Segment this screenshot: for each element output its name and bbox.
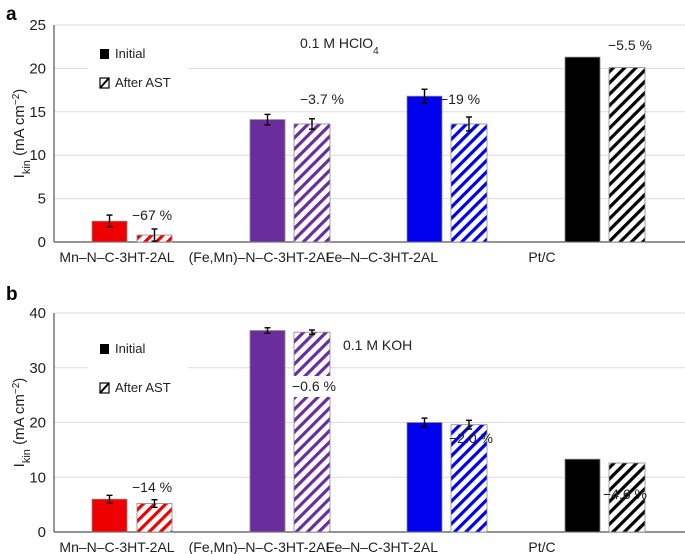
bar-after-ast	[450, 123, 488, 243]
bar-initial	[564, 56, 601, 243]
x-tick-label: Pt/C	[528, 539, 555, 554]
change-annotation: −5.5 %	[608, 37, 652, 53]
x-tick-label: Mn–N–C-3HT-2AL	[59, 539, 174, 554]
change-annotation: −14 %	[132, 479, 172, 495]
change-annotation: −3.7 %	[300, 91, 344, 107]
change-annotation: −0.6 %	[292, 378, 336, 394]
bar-initial	[564, 458, 601, 533]
y-tick-label: 20	[29, 60, 46, 77]
legend-swatch-hatch	[99, 77, 110, 89]
bar-after-ast	[608, 462, 646, 533]
annotation-bg	[288, 376, 348, 397]
panel-b: b 0 10 20 30 40 Ikin (mA cm−2) Initial After AST…	[6, 284, 685, 554]
y-tick-label: 25	[29, 17, 46, 34]
title-main: 0.1 M HClO	[300, 35, 373, 51]
x-tick-label: Pt/C	[528, 249, 555, 265]
y-title-part: (mA cm	[11, 105, 28, 160]
y-tick-label: 20	[29, 415, 46, 432]
y-tick-label: 40	[29, 305, 46, 322]
title-sub: 4	[373, 46, 379, 57]
x-tick-label: Fe–N–C-3HT-2AL	[326, 539, 438, 554]
y-title-part: (mA cm	[11, 394, 28, 449]
chart-title: 0.1 M KOH	[343, 337, 412, 353]
bar-initial	[249, 119, 286, 243]
x-tick-label: (Fe,Mn)–N–C-3HT-2AL	[189, 539, 334, 554]
bar-initial	[249, 330, 286, 533]
y-axis-title: Ikin (mA cm−2)	[11, 89, 34, 179]
panel-a: a 0 5 10 15 20 25 Ikin (mA cm−2) Initial After AS…	[6, 4, 685, 265]
legend-label-after-ast: After AST	[115, 75, 171, 90]
change-annotation: −2.0 %	[449, 430, 493, 446]
y-title-part: kin	[21, 449, 33, 463]
y-title-part: )	[11, 89, 28, 94]
panel-label: b	[6, 284, 18, 305]
bar-initial	[406, 422, 443, 533]
title-main: 0.1 M KOH	[343, 337, 412, 353]
legend-label-after-ast: After AST	[115, 380, 171, 395]
bar-after-ast	[608, 67, 646, 243]
y-tick-label: 5	[38, 191, 46, 208]
y-tick-label: 0	[38, 234, 46, 251]
y-tick-label: 30	[29, 360, 46, 377]
y-tick-label: 15	[29, 104, 46, 121]
legend-swatch-initial	[100, 49, 109, 59]
y-title-part: −2	[11, 93, 22, 105]
change-annotation: −4.6 %	[603, 486, 647, 502]
x-tick-label: (Fe,Mn)–N–C-3HT-2AL	[189, 249, 334, 265]
legend-label-initial: Initial	[115, 46, 145, 61]
x-tick-label: Fe–N–C-3HT-2AL	[326, 249, 438, 265]
legend-label-initial: Initial	[115, 341, 145, 356]
change-annotation: −67 %	[132, 207, 172, 223]
bar-after-ast	[136, 503, 173, 533]
bar-after-ast	[450, 424, 488, 533]
y-title-part: I	[11, 174, 28, 178]
y-tick-label: 10	[29, 147, 46, 164]
bar-after-ast	[293, 123, 331, 243]
legend-swatch-hatch	[99, 382, 110, 394]
y-title-part: −2	[11, 382, 22, 394]
y-tick-label: 0	[38, 524, 46, 541]
panel-label: a	[6, 4, 17, 25]
change-annotation: −19 %	[440, 91, 480, 107]
chart-title: 0.1 M HClO4	[300, 35, 379, 57]
x-tick-label: Mn–N–C-3HT-2AL	[59, 249, 174, 265]
legend-swatch-initial	[100, 344, 109, 354]
bar-initial	[91, 498, 128, 533]
y-title-part: )	[11, 378, 28, 383]
y-axis-title: Ikin (mA cm−2)	[11, 378, 34, 468]
y-title-part: I	[11, 463, 28, 467]
bar-after-ast	[293, 331, 331, 533]
y-title-part: kin	[21, 160, 33, 174]
y-tick-label: 10	[29, 469, 46, 486]
bar-initial	[406, 95, 443, 243]
